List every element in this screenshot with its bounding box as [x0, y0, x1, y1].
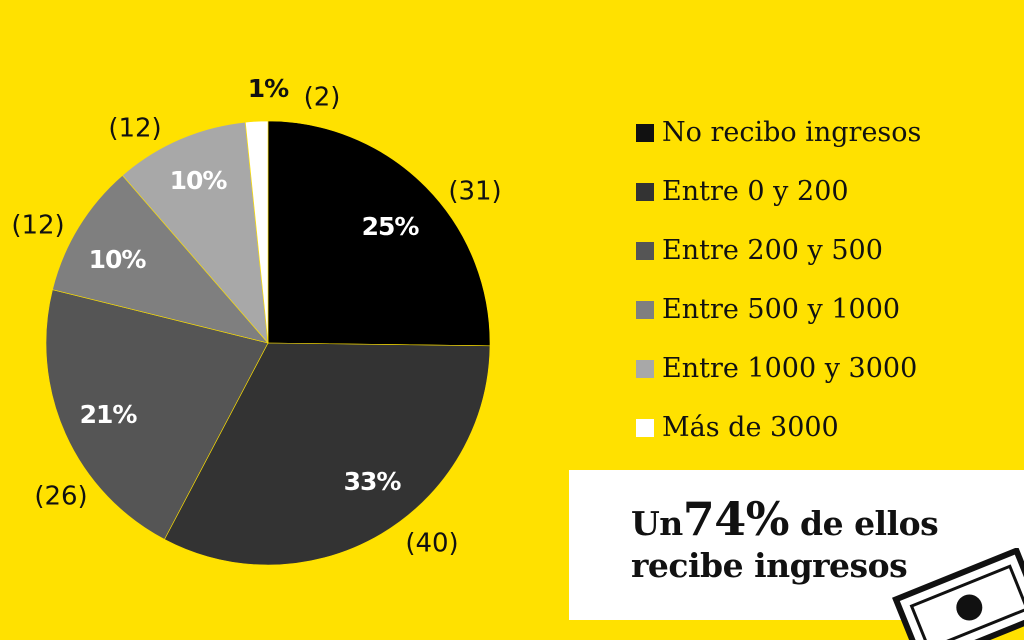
legend-label: Entre 200 y 500 — [662, 235, 883, 266]
slice-percent-label: 10% — [170, 166, 228, 195]
callout-prefix: Un — [631, 504, 683, 543]
legend-item-200-500: Entre 200 y 500 — [636, 221, 921, 280]
legend-label: Entre 500 y 1000 — [662, 294, 901, 325]
legend-swatch — [636, 300, 654, 319]
pie-slice — [122, 121, 269, 344]
slice-count-label: (31) — [448, 177, 501, 207]
callout-highlight: 74% — [682, 492, 790, 546]
callout-line-1: Un74% de ellos — [631, 496, 939, 545]
legend-label: Entre 1000 y 3000 — [662, 353, 918, 384]
callout-line-2: recibe ingresos — [631, 546, 908, 585]
slice-count-label: (2) — [304, 83, 341, 113]
legend-label: Entre 0 y 200 — [662, 176, 849, 207]
pie-slice — [164, 342, 491, 566]
callout-box: Un74% de ellos recibe ingresos — [569, 470, 1024, 620]
legend-swatch — [636, 123, 654, 142]
pie-slice — [267, 120, 491, 347]
slice-percent-label: 21% — [80, 400, 138, 429]
legend-swatch — [636, 418, 654, 437]
legend-item-over-3000: Más de 3000 — [636, 398, 921, 457]
money-icon — [892, 548, 1024, 640]
slice-percent-label: 25% — [362, 212, 420, 241]
legend: No recibo ingresos Entre 0 y 200 Entre 2… — [636, 103, 921, 457]
pie-slice — [245, 120, 269, 344]
legend-item-500-1000: Entre 500 y 1000 — [636, 280, 921, 339]
legend-item-1000-3000: Entre 1000 y 3000 — [636, 339, 921, 398]
slice-percent-label: 33% — [344, 467, 402, 496]
legend-swatch — [636, 359, 654, 378]
slice-count-label: (12) — [11, 211, 64, 241]
pie-slice — [45, 289, 269, 540]
legend-label: Más de 3000 — [662, 412, 839, 443]
slice-percent-label: 10% — [89, 245, 147, 274]
slice-count-label: (26) — [34, 482, 87, 512]
slice-count-label: (40) — [405, 529, 458, 559]
slice-count-label: (12) — [108, 114, 161, 144]
pie-slice — [52, 174, 269, 344]
callout-text: Un74% de ellos recibe ingresos — [631, 496, 939, 587]
callout-line1-rest: de ellos — [789, 504, 939, 543]
legend-swatch — [636, 241, 654, 260]
legend-swatch — [636, 182, 654, 201]
legend-item-0-200: Entre 0 y 200 — [636, 162, 921, 221]
legend-item-no-income: No recibo ingresos — [636, 103, 921, 162]
slice-percent-label: 1% — [248, 74, 289, 103]
legend-label: No recibo ingresos — [662, 117, 922, 148]
